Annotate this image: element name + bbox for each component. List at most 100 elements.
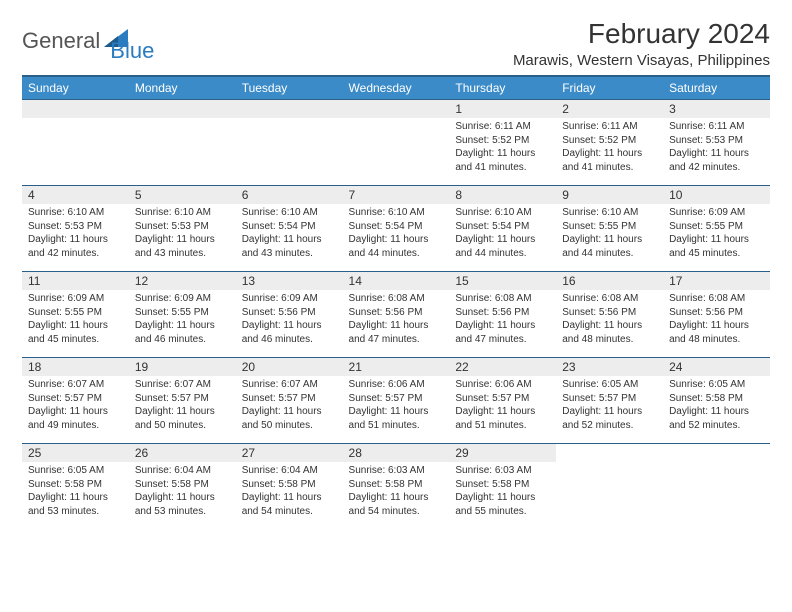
daylight-line: Daylight: 11 hours and 48 minutes. <box>562 319 657 346</box>
location-subtitle: Marawis, Western Visayas, Philippines <box>513 52 770 69</box>
sunrise-line: Sunrise: 6:10 AM <box>135 206 230 220</box>
sunset-line: Sunset: 5:57 PM <box>562 392 657 406</box>
day-content: Sunrise: 6:04 AMSunset: 5:58 PMDaylight:… <box>129 462 236 522</box>
sunrise-line: Sunrise: 6:03 AM <box>349 464 444 478</box>
day-content: Sunrise: 6:06 AMSunset: 5:57 PMDaylight:… <box>343 376 450 436</box>
calendar-body: 1Sunrise: 6:11 AMSunset: 5:52 PMDaylight… <box>22 100 770 530</box>
calendar-cell-empty <box>22 100 129 186</box>
day-content: Sunrise: 6:05 AMSunset: 5:58 PMDaylight:… <box>663 376 770 436</box>
daylight-line: Daylight: 11 hours and 47 minutes. <box>349 319 444 346</box>
day-content: Sunrise: 6:11 AMSunset: 5:52 PMDaylight:… <box>449 118 556 178</box>
sunset-line: Sunset: 5:52 PM <box>562 134 657 148</box>
day-content: Sunrise: 6:09 AMSunset: 5:56 PMDaylight:… <box>236 290 343 350</box>
day-number: 14 <box>343 272 450 290</box>
calendar-cell: 17Sunrise: 6:08 AMSunset: 5:56 PMDayligh… <box>663 272 770 358</box>
calendar-cell: 13Sunrise: 6:09 AMSunset: 5:56 PMDayligh… <box>236 272 343 358</box>
sunrise-line: Sunrise: 6:11 AM <box>562 120 657 134</box>
sunset-line: Sunset: 5:58 PM <box>242 478 337 492</box>
day-content: Sunrise: 6:10 AMSunset: 5:55 PMDaylight:… <box>556 204 663 264</box>
sunrise-line: Sunrise: 6:11 AM <box>669 120 764 134</box>
calendar-cell: 1Sunrise: 6:11 AMSunset: 5:52 PMDaylight… <box>449 100 556 186</box>
calendar-cell: 7Sunrise: 6:10 AMSunset: 5:54 PMDaylight… <box>343 186 450 272</box>
calendar-cell: 8 Sunrise: 6:10 AMSunset: 5:54 PMDaylight… <box>449 186 556 272</box>
day-content: Sunrise: 6:09 AMSunset: 5:55 PMDaylight:… <box>22 290 129 350</box>
calendar-cell: 26Sunrise: 6:04 AMSunset: 5:58 PMDayligh… <box>129 444 236 530</box>
day-number: 10 <box>663 186 770 204</box>
sunset-line: Sunset: 5:55 PM <box>135 306 230 320</box>
weekday-row: SundayMondayTuesdayWednesdayThursdayFrid… <box>22 76 770 100</box>
sunset-line: Sunset: 5:54 PM <box>349 220 444 234</box>
calendar-cell: 20Sunrise: 6:07 AMSunset: 5:57 PMDayligh… <box>236 358 343 444</box>
sunrise-line: Sunrise: 6:10 AM <box>455 206 550 220</box>
calendar-cell: 5Sunrise: 6:10 AMSunset: 5:53 PMDaylight… <box>129 186 236 272</box>
day-number-empty <box>22 100 129 118</box>
calendar-row: 25Sunrise: 6:05 AMSunset: 5:58 PMDayligh… <box>22 444 770 530</box>
sunset-line: Sunset: 5:56 PM <box>669 306 764 320</box>
daylight-line: Daylight: 11 hours and 44 minutes. <box>455 233 550 260</box>
day-content: Sunrise: 6:07 AMSunset: 5:57 PMDaylight:… <box>22 376 129 436</box>
daylight-line: Daylight: 11 hours and 51 minutes. <box>349 405 444 432</box>
day-number: 15 <box>449 272 556 290</box>
daylight-line: Daylight: 11 hours and 44 minutes. <box>562 233 657 260</box>
calendar-table: SundayMondayTuesdayWednesdayThursdayFrid… <box>22 75 770 530</box>
sunrise-line: Sunrise: 6:10 AM <box>562 206 657 220</box>
calendar-cell: 27Sunrise: 6:04 AMSunset: 5:58 PMDayligh… <box>236 444 343 530</box>
daylight-line: Daylight: 11 hours and 49 minutes. <box>28 405 123 432</box>
day-number: 22 <box>449 358 556 376</box>
calendar-cell: 3Sunrise: 6:11 AMSunset: 5:53 PMDaylight… <box>663 100 770 186</box>
day-content: Sunrise: 6:08 AMSunset: 5:56 PMDaylight:… <box>343 290 450 350</box>
day-content: Sunrise: 6:05 AMSunset: 5:58 PMDaylight:… <box>22 462 129 522</box>
day-number-empty <box>343 100 450 118</box>
sunrise-line: Sunrise: 6:09 AM <box>28 292 123 306</box>
day-number: 8 <box>449 186 556 204</box>
day-content: Sunrise: 6:10 AMSunset: 5:54 PMDaylight:… <box>343 204 450 264</box>
sunset-line: Sunset: 5:55 PM <box>669 220 764 234</box>
sunrise-line: Sunrise: 6:08 AM <box>455 292 550 306</box>
day-content: Sunrise: 6:07 AMSunset: 5:57 PMDaylight:… <box>129 376 236 436</box>
day-number: 2 <box>556 100 663 118</box>
daylight-line: Daylight: 11 hours and 42 minutes. <box>669 147 764 174</box>
day-number: 3 <box>663 100 770 118</box>
sunset-line: Sunset: 5:54 PM <box>455 220 550 234</box>
calendar-cell: 10Sunrise: 6:09 AMSunset: 5:55 PMDayligh… <box>663 186 770 272</box>
calendar-cell-empty <box>556 444 663 530</box>
sunrise-line: Sunrise: 6:09 AM <box>135 292 230 306</box>
sunrise-line: Sunrise: 6:07 AM <box>242 378 337 392</box>
daylight-line: Daylight: 11 hours and 45 minutes. <box>28 319 123 346</box>
day-content: Sunrise: 6:09 AMSunset: 5:55 PMDaylight:… <box>663 204 770 264</box>
daylight-line: Daylight: 11 hours and 44 minutes. <box>349 233 444 260</box>
day-number: 27 <box>236 444 343 462</box>
day-number: 29 <box>449 444 556 462</box>
calendar-row: 4Sunrise: 6:10 AMSunset: 5:53 PMDaylight… <box>22 186 770 272</box>
sunrise-line: Sunrise: 6:08 AM <box>562 292 657 306</box>
day-content: Sunrise: 6:06 AMSunset: 5:57 PMDaylight:… <box>449 376 556 436</box>
calendar-row: 1Sunrise: 6:11 AMSunset: 5:52 PMDaylight… <box>22 100 770 186</box>
day-number: 11 <box>22 272 129 290</box>
sunset-line: Sunset: 5:57 PM <box>455 392 550 406</box>
day-number: 9 <box>556 186 663 204</box>
sunset-line: Sunset: 5:58 PM <box>455 478 550 492</box>
daylight-line: Daylight: 11 hours and 43 minutes. <box>242 233 337 260</box>
daylight-line: Daylight: 11 hours and 53 minutes. <box>28 491 123 518</box>
daylight-line: Daylight: 11 hours and 46 minutes. <box>135 319 230 346</box>
day-content: Sunrise: 6:11 AMSunset: 5:52 PMDaylight:… <box>556 118 663 178</box>
day-number: 21 <box>343 358 450 376</box>
day-content: Sunrise: 6:05 AMSunset: 5:57 PMDaylight:… <box>556 376 663 436</box>
day-content: Sunrise: 6:10 AMSunset: 5:53 PMDaylight:… <box>129 204 236 264</box>
sunrise-line: Sunrise: 6:07 AM <box>28 378 123 392</box>
day-number: 20 <box>236 358 343 376</box>
sunrise-line: Sunrise: 6:09 AM <box>669 206 764 220</box>
sunrise-line: Sunrise: 6:10 AM <box>349 206 444 220</box>
daylight-line: Daylight: 11 hours and 48 minutes. <box>669 319 764 346</box>
calendar-row: 18Sunrise: 6:07 AMSunset: 5:57 PMDayligh… <box>22 358 770 444</box>
sunrise-line: Sunrise: 6:06 AM <box>349 378 444 392</box>
calendar-row: 11Sunrise: 6:09 AMSunset: 5:55 PMDayligh… <box>22 272 770 358</box>
sunrise-line: Sunrise: 6:04 AM <box>135 464 230 478</box>
day-number-empty <box>129 100 236 118</box>
calendar-cell: 29Sunrise: 6:03 AMSunset: 5:58 PMDayligh… <box>449 444 556 530</box>
day-number: 12 <box>129 272 236 290</box>
day-number: 4 <box>22 186 129 204</box>
sunset-line: Sunset: 5:56 PM <box>562 306 657 320</box>
day-content: Sunrise: 6:08 AMSunset: 5:56 PMDaylight:… <box>663 290 770 350</box>
day-number: 26 <box>129 444 236 462</box>
